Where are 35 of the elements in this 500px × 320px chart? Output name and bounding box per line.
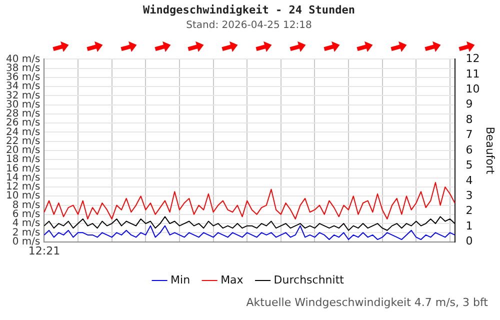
y2-tick-label: 5: [466, 158, 473, 172]
legend-label: Max: [220, 273, 244, 286]
y-tick-label: 2 m/s: [12, 227, 40, 238]
y2-tick-label: 3: [466, 189, 473, 202]
y2-tick-label: 10: [466, 82, 480, 96]
y-tick-label: 38 m/s: [6, 62, 40, 74]
y-tick-label: 14 m/s: [6, 172, 40, 184]
y-tick-label: 4 m/s: [12, 218, 40, 230]
y2-tick-label: 2: [466, 204, 473, 218]
text: Aktuelle Windgeschwindigkeit 4.7 m/s, 3 bft: [246, 296, 488, 309]
y2-tick-label: 8: [466, 112, 473, 126]
y-tick-label: 16 m/s: [6, 163, 40, 174]
legend-label: Durchschnitt: [274, 273, 345, 286]
y2-tick-label: 9: [466, 98, 473, 111]
y2-tick-label: 4: [466, 174, 473, 187]
y-tick-label: 18 m/s: [6, 154, 40, 166]
y-tick-label: 30 m/s: [6, 99, 40, 110]
y-tick-label: 32 m/s: [6, 90, 40, 102]
chart-title: Windgeschwindigkeit - 24 Stunden: [143, 3, 355, 16]
y2-axis-title: Beaufort: [484, 126, 497, 175]
y-tick-label: 24 m/s: [6, 126, 40, 138]
y2-tick-label: 12: [466, 52, 480, 66]
legend-label: Min: [170, 273, 190, 286]
chart-subtitle: Stand: 2026-04-25 12:18: [186, 20, 312, 31]
y2-tick-label: 7: [466, 128, 473, 142]
y2-tick-label: 1: [466, 219, 473, 232]
y-tick-label: 8 m/s: [12, 200, 40, 211]
y2-tick-label: 11: [466, 67, 480, 80]
y-tick-label: 22 m/s: [6, 136, 40, 147]
y2-tick-label: 6: [466, 143, 473, 156]
y-tick-label: 26 m/s: [6, 118, 40, 129]
y-tick-label: 34 m/s: [6, 81, 40, 92]
y-tick-label: 40 m/s: [6, 54, 40, 65]
y2-tick-label: 0: [466, 234, 473, 248]
y-tick-label: 10 m/s: [6, 190, 40, 202]
